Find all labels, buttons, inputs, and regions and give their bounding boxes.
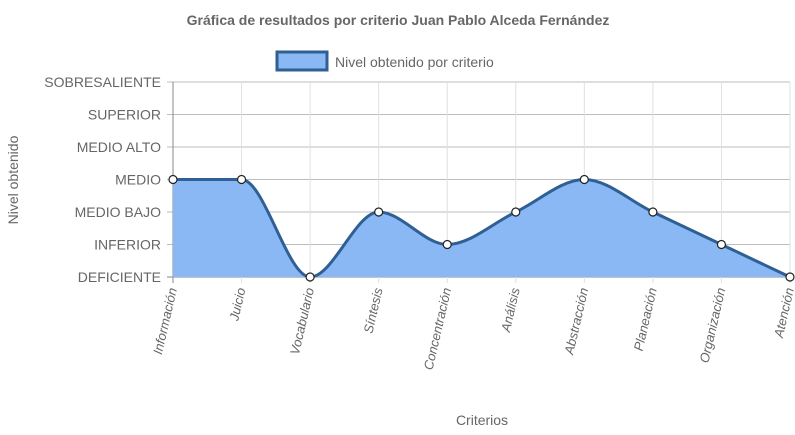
data-point[interactable] xyxy=(236,174,247,185)
x-tick-label: Análisis xyxy=(498,286,523,334)
x-tick-label: Información xyxy=(150,286,180,356)
x-tick-label: Atención xyxy=(771,286,795,340)
y-tick-label: MEDIO ALTO xyxy=(77,139,161,155)
x-tick-label: Organización xyxy=(697,286,729,364)
x-tick-label: Juicio xyxy=(226,286,248,323)
legend[interactable]: Nivel obtenido por criterio xyxy=(275,50,494,72)
x-tick-label: Vocabulario xyxy=(287,286,317,356)
legend-swatch xyxy=(275,50,329,72)
x-tick-label: Concentración xyxy=(421,286,454,371)
data-point[interactable] xyxy=(648,207,658,217)
chart-title: Gráfica de resultados por criterio Juan … xyxy=(187,12,610,28)
data-point[interactable] xyxy=(442,239,452,250)
series-points xyxy=(168,174,795,282)
data-point[interactable] xyxy=(785,272,795,282)
y-tick-label: DEFICIENTE xyxy=(78,269,161,285)
data-point[interactable] xyxy=(168,174,178,185)
data-point[interactable] xyxy=(374,207,384,217)
data-point[interactable] xyxy=(716,239,727,250)
y-tick-label: INFERIOR xyxy=(94,237,161,253)
y-tick-label: MEDIO xyxy=(115,172,161,188)
data-point[interactable] xyxy=(511,207,521,217)
y-tick-label: SUPERIOR xyxy=(88,107,161,123)
series-area xyxy=(173,177,791,279)
y-axis-label: Nivel obtenido xyxy=(5,135,21,224)
x-axis-label: Criterios xyxy=(456,412,508,428)
series-line xyxy=(173,177,791,279)
x-tick-labels: Información Juicio Vocabulario Síntesis Conc… xyxy=(150,286,795,372)
data-point[interactable] xyxy=(579,174,589,185)
x-tick-label: Abstracción xyxy=(561,286,591,357)
x-tick-label: Planeación xyxy=(631,286,660,352)
y-tick-labels: DEFICIENTE INFERIOR MEDIO BAJO MEDIO MEDIO A… xyxy=(44,74,161,285)
y-tick-label: SOBRESALIENTE xyxy=(44,74,161,90)
legend-label: Nivel obtenido por criterio xyxy=(335,54,494,70)
x-tick-label: Síntesis xyxy=(361,286,386,335)
y-tick-label: MEDIO BAJO xyxy=(75,204,161,220)
series-fill xyxy=(173,179,790,277)
data-point[interactable] xyxy=(305,272,315,282)
